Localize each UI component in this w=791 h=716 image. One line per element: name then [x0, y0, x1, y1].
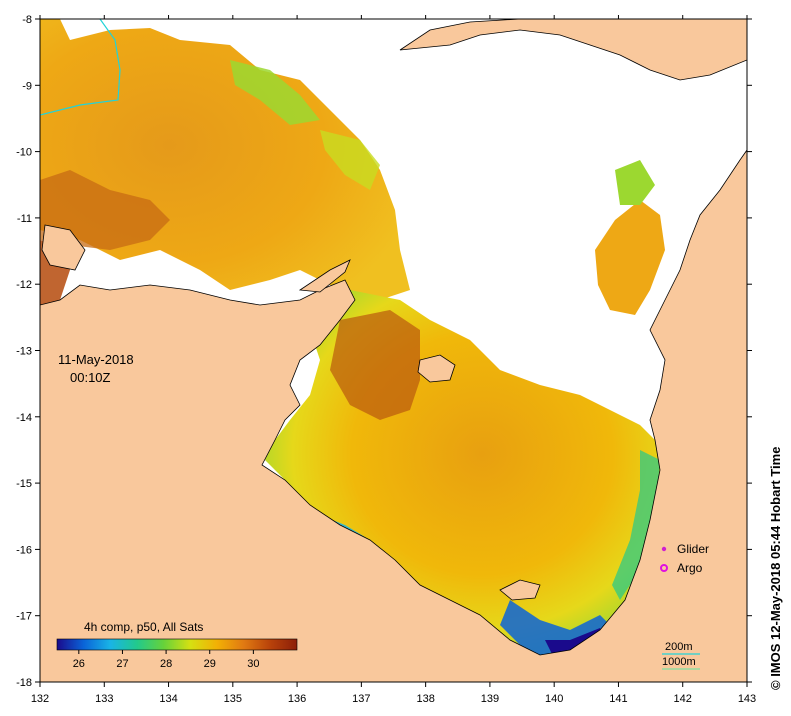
lat-tick-label: -15	[16, 478, 32, 490]
lat-tick-label: -17	[16, 611, 32, 623]
lon-tick-label: 137	[352, 693, 370, 705]
lon-tick-label: 140	[545, 693, 563, 705]
argo-marker	[660, 564, 668, 572]
colorbar-ticks: 26 27 28 29 30	[73, 650, 259, 670]
isobath-200m-label: 200m	[665, 641, 693, 653]
lat-tick-label: -8	[22, 14, 32, 26]
colorbar	[56, 638, 298, 651]
time-label: 00:10Z	[70, 370, 111, 385]
land-australia	[40, 149, 747, 682]
lon-tick-label: 141	[609, 693, 627, 705]
date-label: 11-May-2018	[58, 352, 134, 367]
colorbar-title: 4h comp, p50, All Sats	[84, 620, 203, 634]
colorbar-tick-label: 26	[73, 658, 85, 670]
land-groote-eylandt	[417, 354, 456, 383]
lat-tick-label: -11	[17, 213, 32, 225]
lat-tick-label: -9	[22, 80, 32, 92]
sst-gulf-green-rim	[612, 450, 660, 600]
sst-cape-york-green	[615, 160, 655, 205]
map-frame-content	[40, 19, 747, 682]
land-new-guinea	[399, 19, 747, 81]
lon-tick-label: 136	[288, 693, 306, 705]
lon-tick-label: 143	[738, 693, 756, 705]
credit-label: © IMOS 12-May-2018 05:44 Hobart Time	[768, 447, 783, 690]
land-tiwi-islands	[41, 224, 86, 271]
lon-tick-label: 133	[95, 693, 113, 705]
sst-cape-york-patch	[595, 200, 665, 315]
lon-tick-label: 138	[416, 693, 434, 705]
glider-marker	[661, 546, 667, 552]
sst-green-patches-2	[320, 130, 380, 190]
colorbar-tick-label: 30	[247, 658, 259, 670]
colorbar-tick-label: 28	[160, 658, 172, 670]
lon-tick-label: 142	[674, 693, 692, 705]
latitude-axis: -8 -9 -10 -11 -12 -13 -14 -15 -16 -17 -18	[16, 14, 752, 689]
argo-label: Argo	[677, 561, 703, 575]
longitude-axis: 132 133 134 135 136 137 138 139 140 141 142 143	[31, 15, 756, 705]
lat-tick-label: -12	[16, 279, 32, 291]
lat-tick-label: -10	[16, 147, 32, 159]
lat-tick-label: -14	[16, 412, 32, 424]
glider-label: Glider	[677, 542, 709, 556]
lat-tick-label: -13	[16, 346, 32, 358]
lat-tick-label: -18	[16, 677, 32, 689]
land-mornington-island	[499, 579, 541, 601]
colorbar-tick-label: 29	[204, 658, 216, 670]
colorbar-tick-label: 27	[116, 658, 128, 670]
isobath-200m	[40, 19, 121, 116]
lat-tick-label: -16	[16, 544, 32, 556]
lon-tick-label: 135	[224, 693, 242, 705]
land-wessel-islands	[298, 259, 351, 293]
lon-tick-label: 139	[481, 693, 499, 705]
sst-arafura-warm	[40, 170, 170, 250]
isobath-1000m-label: 1000m	[662, 656, 696, 668]
sst-gulf-warm-core	[330, 310, 420, 420]
lon-tick-label: 134	[159, 693, 177, 705]
sst-green-patches	[230, 60, 320, 125]
lon-tick-label: 132	[31, 693, 49, 705]
